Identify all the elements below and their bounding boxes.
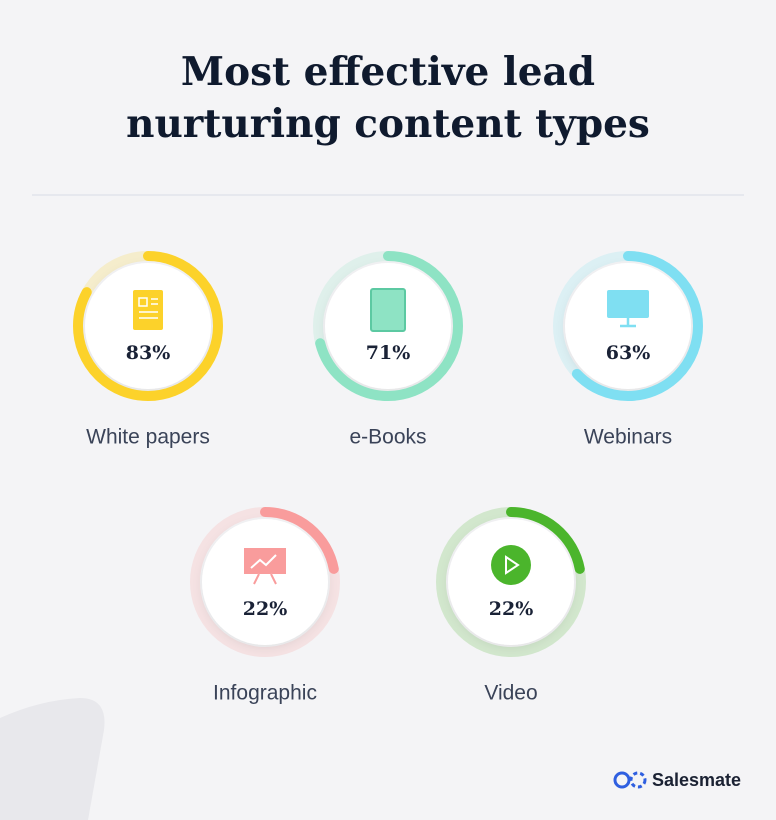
chart-title: Most effective lead nurturing content ty…: [126, 49, 650, 147]
category-label: e-Books: [349, 426, 426, 449]
icon-shape: [244, 548, 286, 574]
icon-shape: [607, 290, 649, 318]
icon-shape: [370, 288, 406, 332]
icon: [244, 544, 286, 585]
background-shape: [0, 698, 105, 820]
ring-arc: [73, 251, 223, 401]
ring-arc: [436, 507, 586, 657]
icon: [607, 290, 649, 328]
icon: [370, 288, 406, 332]
brand-name: Salesmate: [652, 770, 741, 790]
icon: [133, 290, 163, 330]
ring-arc: [313, 251, 463, 401]
icon-detail: [253, 573, 277, 585]
icon-detail: [505, 555, 520, 575]
value-label: 22%: [489, 598, 534, 620]
ring-arc: [553, 251, 703, 401]
icon-shape: [491, 545, 531, 585]
category-label: White papers: [86, 426, 210, 449]
ring-arc: [190, 507, 340, 657]
icon-detail: [620, 318, 636, 328]
icon: [491, 545, 531, 585]
category-label: Video: [484, 682, 537, 705]
category-label: Webinars: [584, 426, 672, 449]
value-label: 63%: [606, 342, 651, 364]
value-label: 83%: [126, 342, 171, 364]
value-label: 22%: [243, 598, 288, 620]
icon-detail: [138, 297, 158, 319]
category-label: Infographic: [213, 682, 317, 705]
ring-inner: [202, 519, 328, 645]
value-label: 71%: [366, 342, 411, 364]
icon-detail: [250, 544, 277, 585]
icon-shape: [133, 290, 163, 330]
brand-logo: [613, 771, 647, 789]
